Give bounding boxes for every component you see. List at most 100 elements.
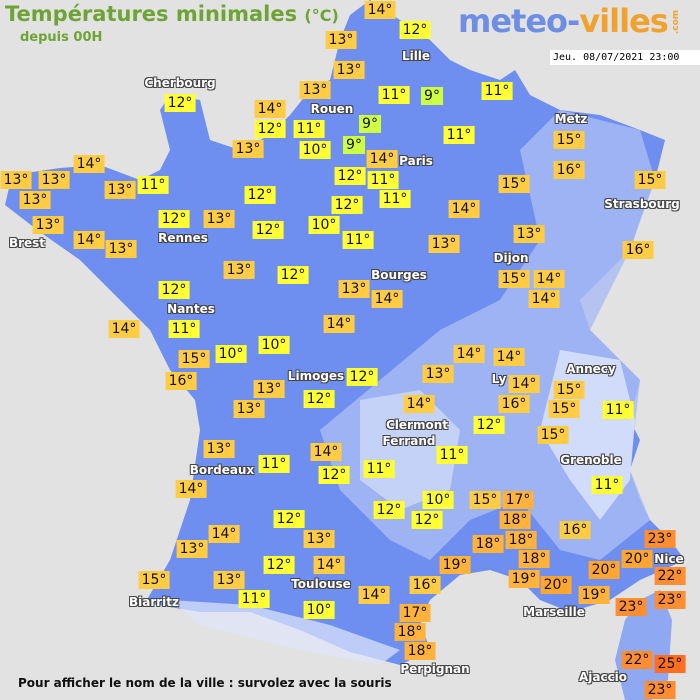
temperature-badge[interactable]: 11° [342, 231, 374, 249]
temperature-badge[interactable]: 10° [258, 336, 290, 354]
temperature-badge[interactable]: 14° [453, 345, 485, 363]
temperature-badge[interactable]: 13° [333, 61, 365, 79]
temperature-badge[interactable]: 12° [411, 511, 443, 529]
temperature-badge[interactable]: 13° [513, 225, 545, 243]
temperature-badge[interactable]: 14° [508, 375, 540, 393]
temperature-badge[interactable]: 14° [403, 395, 435, 413]
temperature-badge[interactable]: 11° [238, 590, 270, 608]
meteo-villes-logo[interactable]: meteo-villes .com [458, 2, 692, 40]
temperature-badge[interactable]: 12° [473, 416, 505, 434]
temperature-badge[interactable]: 16° [409, 576, 441, 594]
temperature-badge[interactable]: 12° [303, 390, 335, 408]
temperature-badge[interactable]: 16° [622, 241, 654, 259]
temperature-badge[interactable]: 16° [498, 395, 530, 413]
temperature-badge[interactable]: 14° [493, 348, 525, 366]
temperature-badge[interactable]: 13° [38, 171, 70, 189]
temperature-badge[interactable]: 17° [502, 491, 534, 509]
temperature-badge[interactable]: 14° [175, 480, 207, 498]
temperature-badge[interactable]: 13° [203, 440, 235, 458]
temperature-badge[interactable]: 13° [213, 571, 245, 589]
temperature-badge[interactable]: 23° [654, 591, 686, 609]
temperature-badge[interactable]: 13° [176, 540, 208, 558]
temperature-badge[interactable]: 14° [371, 290, 403, 308]
temperature-badge[interactable]: 13° [338, 280, 370, 298]
temperature-badge[interactable]: 13° [233, 400, 265, 418]
temperature-badge[interactable]: 12° [263, 556, 295, 574]
temperature-badge[interactable]: 10° [422, 491, 454, 509]
temperature-badge[interactable]: 14° [208, 525, 240, 543]
temperature-badge[interactable]: 13° [232, 140, 264, 158]
temperature-badge[interactable]: 14° [358, 586, 390, 604]
temperature-badge[interactable]: 14° [313, 556, 345, 574]
temperature-badge[interactable]: 12° [277, 266, 309, 284]
temperature-badge[interactable]: 11° [591, 476, 623, 494]
temperature-badge[interactable]: 22° [654, 567, 686, 585]
temperature-badge[interactable]: 13° [203, 210, 235, 228]
temperature-badge[interactable]: 14° [364, 1, 396, 19]
temperature-badge[interactable]: 15° [537, 426, 569, 444]
temperature-badge[interactable]: 13° [325, 31, 357, 49]
temperature-badge[interactable]: 12° [158, 210, 190, 228]
temperature-badge[interactable]: 11° [436, 446, 468, 464]
temperature-badge[interactable]: 11° [443, 126, 475, 144]
temperature-badge[interactable]: 9° [421, 87, 443, 105]
temperature-badge[interactable]: 19° [578, 586, 610, 604]
temperature-badge[interactable]: 15° [178, 350, 210, 368]
temperature-badge[interactable]: 14° [533, 270, 565, 288]
temperature-badge[interactable]: 11° [367, 171, 399, 189]
temperature-badge[interactable]: 15° [498, 175, 530, 193]
temperature-badge[interactable]: 12° [318, 466, 350, 484]
temperature-badge[interactable]: 13° [105, 240, 137, 258]
temperature-badge[interactable]: 10° [215, 345, 247, 363]
temperature-badge[interactable]: 12° [273, 510, 305, 528]
temperature-badge[interactable]: 15° [634, 171, 666, 189]
temperature-badge[interactable]: 19° [439, 556, 471, 574]
temperature-badge[interactable]: 18° [394, 623, 426, 641]
temperature-badge[interactable]: 9° [343, 136, 365, 154]
temperature-badge[interactable]: 11° [378, 86, 410, 104]
temperature-badge[interactable]: 23° [644, 681, 676, 699]
temperature-badge[interactable]: 20° [540, 576, 572, 594]
temperature-badge[interactable]: 12° [252, 221, 284, 239]
temperature-badge[interactable]: 16° [553, 161, 585, 179]
temperature-badge[interactable]: 12° [244, 186, 276, 204]
temperature-badge[interactable]: 13° [303, 530, 335, 548]
temperature-badge[interactable]: 13° [428, 235, 460, 253]
temperature-badge[interactable]: 20° [621, 550, 653, 568]
temperature-badge[interactable]: 10° [299, 141, 331, 159]
temperature-badge[interactable]: 15° [553, 131, 585, 149]
temperature-badge[interactable]: 12° [346, 368, 378, 386]
temperature-badge[interactable]: 13° [104, 181, 136, 199]
temperature-badge[interactable]: 18° [404, 642, 436, 660]
temperature-badge[interactable]: 18° [499, 511, 531, 529]
temperature-badge[interactable]: 11° [258, 455, 290, 473]
temperature-badge[interactable]: 15° [498, 270, 530, 288]
temperature-badge[interactable]: 18° [472, 535, 504, 553]
temperature-badge[interactable]: 18° [518, 550, 550, 568]
temperature-badge[interactable]: 12° [254, 120, 286, 138]
temperature-badge[interactable]: 12° [158, 281, 190, 299]
temperature-badge[interactable]: 13° [19, 191, 51, 209]
temperature-badge[interactable]: 18° [505, 531, 537, 549]
temperature-badge[interactable]: 25° [654, 655, 686, 673]
temperature-badge[interactable]: 9° [359, 115, 381, 133]
temperature-badge[interactable]: 11° [137, 176, 169, 194]
temperature-badge[interactable]: 15° [548, 400, 580, 418]
temperature-badge[interactable]: 11° [379, 190, 411, 208]
temperature-badge[interactable]: 14° [323, 315, 355, 333]
temperature-badge[interactable]: 11° [168, 320, 200, 338]
temperature-badge[interactable]: 13° [223, 261, 255, 279]
temperature-badge[interactable]: 11° [293, 120, 325, 138]
temperature-badge[interactable]: 14° [310, 443, 342, 461]
temperature-badge[interactable]: 12° [331, 196, 363, 214]
temperature-badge[interactable]: 14° [528, 290, 560, 308]
temperature-badge[interactable]: 19° [508, 570, 540, 588]
temperature-badge[interactable]: 11° [363, 460, 395, 478]
temperature-badge[interactable]: 12° [334, 167, 366, 185]
temperature-badge[interactable]: 23° [644, 530, 676, 548]
temperature-badge[interactable]: 14° [448, 200, 480, 218]
temperature-badge[interactable]: 23° [615, 598, 647, 616]
temperature-badge[interactable]: 14° [73, 155, 105, 173]
temperature-badge[interactable]: 13° [422, 365, 454, 383]
temperature-badge[interactable]: 12° [373, 501, 405, 519]
